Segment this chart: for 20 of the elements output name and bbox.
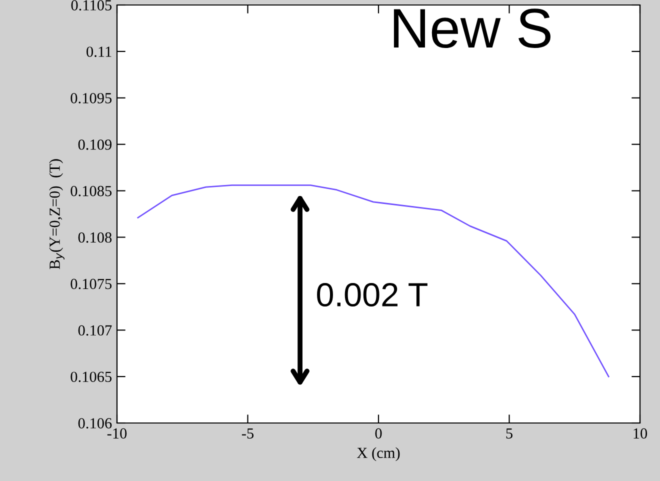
y-tick-label: 0.1105 [71,0,112,11]
annotation: New S [394,8,550,48]
x-tick-label: -10 [107,428,127,439]
y-tick-label: 0.1095 [70,93,112,104]
y-tick-label: 0.1075 [70,278,112,290]
annotation: 0.002 T [317,282,428,307]
y-tick-label: 0.1085 [70,186,112,196]
y-tick-label: 0.106 [78,418,112,429]
x-tick-label: 5 [506,428,512,439]
y-tick-label: 0.107 [78,325,112,336]
line-series [137,184,610,378]
y-tick-label: 0.1065 [70,372,112,382]
y-tick-label: 0.108 [78,232,112,243]
y-tick-label: 0.11 [86,46,112,57]
x-tick-label: 10 [634,428,648,439]
x-tick-label: -5 [242,428,254,439]
y-axis-title: B$_{y}$(Y=0,Z=0) (T) [49,159,64,270]
x-tick-label: 0 [375,428,382,439]
x-axis-title: X (cm) [356,447,400,462]
y-tick-label: 0.109 [78,139,112,150]
